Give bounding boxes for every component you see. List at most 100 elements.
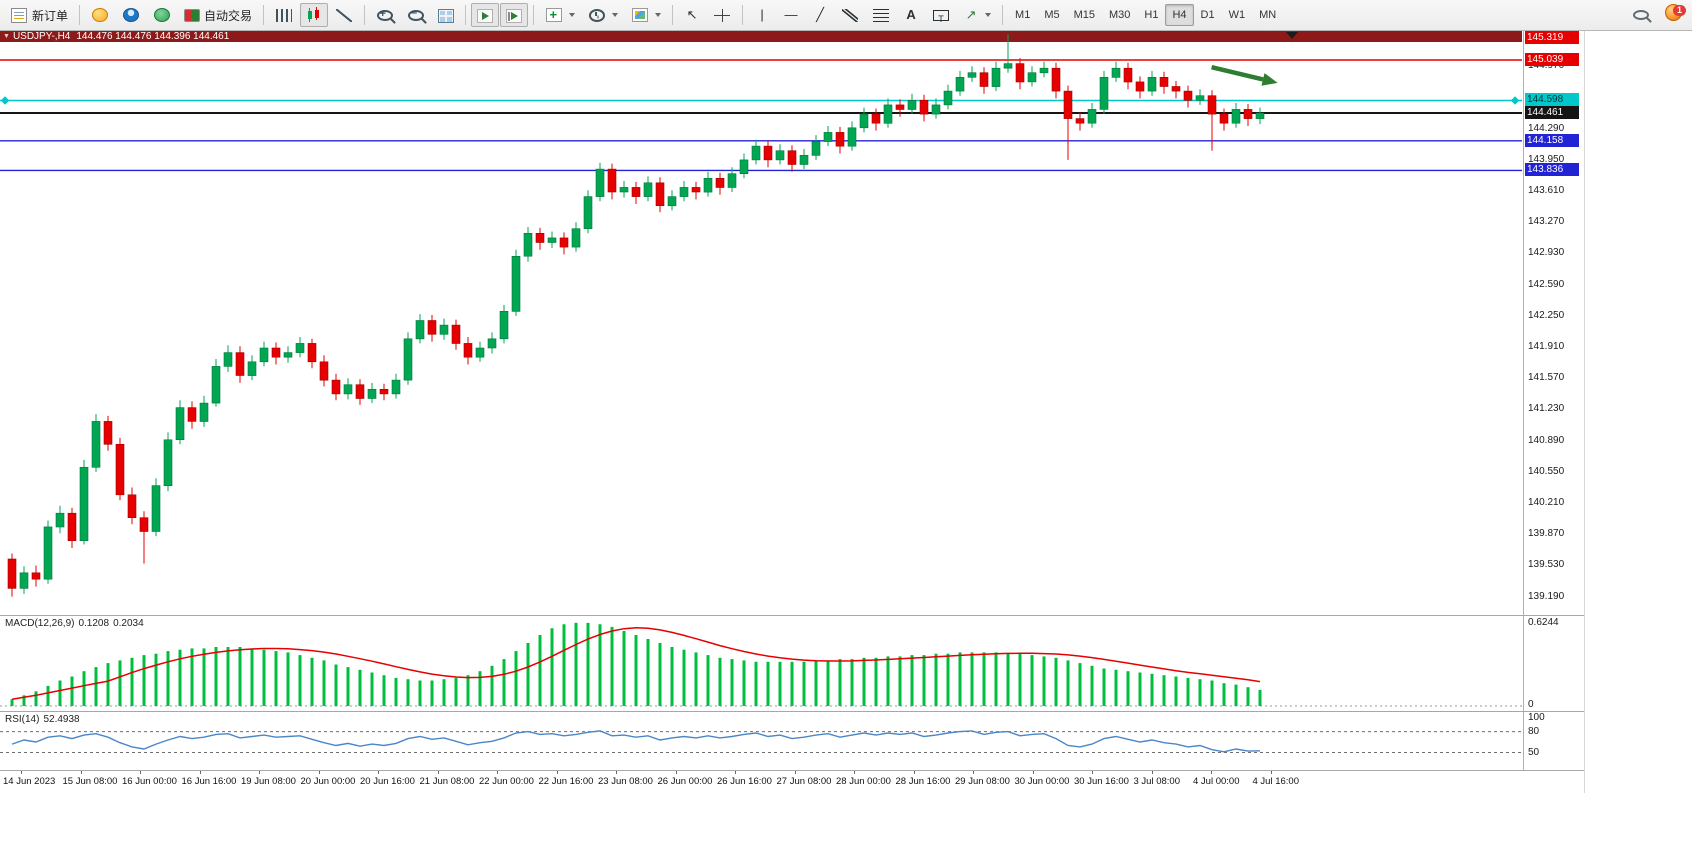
- timeframe-d1[interactable]: D1: [1194, 4, 1222, 26]
- auto-trading-label: 自动交易: [204, 8, 253, 23]
- rsi-label: RSI(14) 52.4938: [5, 714, 84, 725]
- timeframe-m30[interactable]: M30: [1102, 4, 1137, 26]
- time-tick: 29 Jun 08:00: [955, 771, 1010, 787]
- fibonacci-icon: [873, 8, 890, 22]
- toolbar-separator: [533, 5, 535, 25]
- zoom-out-icon: [408, 7, 425, 21]
- indicators-button[interactable]: [539, 3, 581, 27]
- time-tick: 20 Jun 16:00: [360, 771, 415, 787]
- profile-button[interactable]: [116, 3, 146, 27]
- new-order-icon: [11, 7, 27, 23]
- macd-panel: MACD(12,26,9) 0.1208 0.2034 0.6244 0: [0, 615, 1584, 711]
- price-tick: 142.250: [1528, 309, 1565, 321]
- price-tick: 141.230: [1528, 403, 1565, 415]
- timeframe-h1[interactable]: H1: [1137, 4, 1165, 26]
- time-tick: 4 Jul 00:00: [1193, 771, 1240, 787]
- price-tick: 139.190: [1528, 590, 1565, 602]
- macd-chart[interactable]: [0, 616, 1522, 711]
- fibonacci-tool-button[interactable]: [866, 3, 896, 27]
- timeframe-h4[interactable]: H4: [1165, 4, 1194, 26]
- trendline-tool-button[interactable]: ╱: [806, 3, 834, 27]
- line-chart-icon: [336, 8, 353, 22]
- time-tick: 28 Jun 00:00: [836, 771, 891, 787]
- price-marker-143.836: 143.836: [1525, 163, 1579, 177]
- templates-button[interactable]: [625, 3, 667, 27]
- time-axis[interactable]: 14 Jun 2023 15 Jun 08:00 16 Jun 00:00 16 Ju…: [0, 770, 1584, 793]
- rsi-scale-50: 50: [1528, 746, 1540, 758]
- search-button[interactable]: [1625, 3, 1657, 27]
- price-marker-145.319: 145.319: [1525, 31, 1579, 44]
- auto-trading-button[interactable]: 自动交易: [178, 3, 258, 27]
- price-axis[interactable]: 144.970144.290143.950143.610143.270142.9…: [1523, 31, 1584, 615]
- window-marker-icon: ▼: [3, 33, 10, 40]
- time-tick: 3 Jul 08:00: [1133, 771, 1180, 787]
- vertical-line-tool-button[interactable]: |: [748, 3, 776, 27]
- zoom-in-icon: [377, 8, 394, 21]
- arrows-tool-button[interactable]: ↗: [957, 3, 997, 27]
- chart-ohlc-values: 144.476 144.476 144.396 144.461: [76, 31, 230, 42]
- text-label-tool-button[interactable]: [926, 3, 956, 27]
- search-icon: [1633, 10, 1649, 20]
- crosshair-tool-button[interactable]: [707, 3, 737, 27]
- time-tick: 26 Jun 16:00: [717, 771, 772, 787]
- rsi-axis[interactable]: 100 80 50: [1523, 712, 1584, 770]
- channel-icon: [842, 8, 859, 22]
- price-tick: 143.270: [1528, 216, 1565, 228]
- horizontal-line-icon: —: [784, 7, 798, 22]
- toolbar-separator: [672, 5, 674, 25]
- channel-tool-button[interactable]: [835, 3, 865, 27]
- price-marker-145.039: 145.039: [1525, 52, 1579, 66]
- tile-windows-icon: [438, 8, 455, 23]
- horizontal-line-tool-button[interactable]: —: [777, 3, 805, 27]
- profile-icon: [123, 8, 140, 22]
- timeframe-m5[interactable]: M5: [1037, 4, 1066, 26]
- bar-chart-icon: [276, 8, 293, 22]
- price-chart[interactable]: [0, 31, 1522, 615]
- price-tick: 139.530: [1528, 559, 1565, 571]
- time-tick: 30 Jun 00:00: [1014, 771, 1070, 787]
- arrows-icon: ↗: [965, 7, 977, 22]
- rsi-name: RSI(14): [5, 714, 40, 725]
- trendline-icon: ╱: [816, 7, 824, 22]
- indicators-icon: [546, 7, 563, 22]
- candlestick-chart-icon: [306, 7, 323, 23]
- timeframe-m1[interactable]: M1: [1008, 4, 1037, 26]
- tile-windows-button[interactable]: [432, 3, 460, 27]
- support-button[interactable]: [147, 3, 177, 27]
- notifications-button[interactable]: 1: [1665, 4, 1686, 26]
- price-tick: 141.570: [1528, 372, 1565, 384]
- zoom-in-button[interactable]: [370, 3, 400, 27]
- mql-community-button[interactable]: [85, 3, 115, 27]
- vertical-line-icon: |: [760, 7, 764, 22]
- new-order-button[interactable]: 新订单: [4, 3, 74, 27]
- macd-scale-max: 0.6244: [1528, 617, 1559, 628]
- periods-button[interactable]: [582, 3, 624, 27]
- zoom-out-button[interactable]: [401, 3, 431, 27]
- line-chart-button[interactable]: [329, 3, 359, 27]
- timeframe-buttons: M1 M5 M15 M30 H1 H4 D1 W1 MN: [1008, 4, 1283, 26]
- time-tick: 28 Jun 16:00: [895, 771, 951, 787]
- price-panel: ▼ USDJPY-,H4 144.476 144.476 144.396 144.4…: [0, 31, 1584, 615]
- chart-title: ▼ USDJPY-,H4 144.476 144.476 144.396 144.4…: [3, 31, 229, 42]
- macd-value-main: 0.1208: [78, 618, 110, 629]
- chart-shift-button[interactable]: [500, 3, 529, 27]
- timeframe-m15[interactable]: M15: [1067, 4, 1102, 26]
- timeframe-w1[interactable]: W1: [1222, 4, 1253, 26]
- price-tick: 142.930: [1528, 247, 1565, 259]
- chevron-down-icon: [569, 13, 576, 17]
- text-icon: A: [906, 7, 916, 22]
- price-tick: 140.210: [1528, 497, 1565, 509]
- price-tick: 142.590: [1528, 278, 1565, 290]
- toolbar-separator: [742, 5, 744, 25]
- cursor-tool-button[interactable]: ↖: [678, 3, 706, 27]
- toolbar-separator: [364, 5, 366, 25]
- candlestick-chart-button[interactable]: [300, 3, 329, 27]
- timeframe-mn[interactable]: MN: [1252, 4, 1283, 26]
- rsi-value: 52.4938: [43, 714, 80, 725]
- macd-axis[interactable]: 0.6244 0: [1523, 616, 1584, 711]
- rsi-chart[interactable]: [0, 712, 1522, 770]
- text-tool-button[interactable]: A: [897, 3, 925, 27]
- bar-chart-button[interactable]: [269, 3, 299, 27]
- auto-scroll-button[interactable]: [471, 3, 500, 27]
